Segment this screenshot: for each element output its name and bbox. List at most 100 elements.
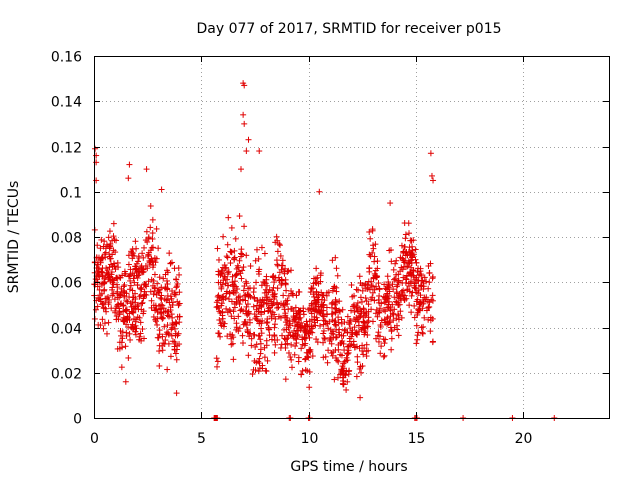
data-point <box>273 233 280 240</box>
data-point <box>235 268 242 275</box>
data-point <box>320 330 327 337</box>
data-point <box>156 342 163 349</box>
data-point <box>224 254 231 261</box>
data-point <box>344 313 351 320</box>
data-point <box>338 368 345 375</box>
data-point <box>263 342 270 349</box>
data-point <box>176 271 183 278</box>
data-point <box>319 310 326 317</box>
data-point <box>375 338 382 345</box>
data-point <box>274 336 281 343</box>
data-point <box>114 275 121 282</box>
data-point <box>279 332 286 339</box>
data-point <box>227 260 234 267</box>
data-point <box>244 311 251 318</box>
data-point <box>94 303 101 310</box>
data-point <box>424 298 431 305</box>
data-point <box>97 245 104 252</box>
data-point <box>102 245 109 252</box>
data-point <box>252 343 259 350</box>
data-point <box>151 271 158 278</box>
data-point <box>426 279 433 286</box>
data-point <box>388 346 395 353</box>
data-point <box>294 321 301 328</box>
data-point <box>164 277 171 284</box>
data-point <box>120 302 127 309</box>
data-point <box>250 331 257 338</box>
data-point <box>333 265 340 272</box>
data-point <box>358 369 365 376</box>
data-point <box>313 265 320 272</box>
data-point <box>281 326 288 333</box>
data-point <box>222 275 229 282</box>
data-point <box>134 274 141 281</box>
data-point <box>256 365 263 372</box>
data-point <box>405 230 412 237</box>
data-point <box>377 350 384 357</box>
data-point <box>321 336 328 343</box>
data-point <box>221 265 228 272</box>
data-point <box>393 257 400 264</box>
data-point <box>256 148 263 155</box>
data-point <box>277 344 284 351</box>
data-point <box>398 264 405 271</box>
y-axis-label: SRMTID / TECUs <box>6 181 22 294</box>
data-point <box>410 251 417 258</box>
data-point <box>323 304 330 311</box>
data-point <box>150 302 157 309</box>
data-point <box>155 245 162 252</box>
data-point <box>325 325 332 332</box>
data-point <box>241 223 248 230</box>
data-point <box>353 286 360 293</box>
data-point <box>159 302 166 309</box>
data-point <box>214 363 221 370</box>
data-point <box>397 268 404 275</box>
data-point <box>357 394 364 401</box>
data-point <box>231 247 238 254</box>
data-point <box>363 298 370 305</box>
data-point <box>252 367 259 374</box>
data-point <box>413 259 420 266</box>
data-point <box>390 286 397 293</box>
data-point <box>328 300 335 307</box>
data-point <box>118 364 125 371</box>
data-point <box>255 308 262 315</box>
data-point <box>159 333 166 340</box>
data-point <box>403 272 410 279</box>
data-point <box>332 254 339 261</box>
data-point <box>140 268 147 275</box>
data-point <box>402 235 409 242</box>
data-point <box>320 292 327 299</box>
data-point <box>138 264 145 271</box>
data-point <box>404 263 411 270</box>
data-point <box>143 166 150 173</box>
data-point <box>111 263 118 270</box>
data-point <box>369 294 376 301</box>
data-point <box>264 319 271 326</box>
data-point <box>126 286 133 293</box>
data-point <box>165 340 172 347</box>
data-point <box>99 316 106 323</box>
data-point <box>391 294 398 301</box>
data-point <box>372 267 379 274</box>
data-point <box>229 273 236 280</box>
data-point <box>390 266 397 273</box>
data-point <box>139 326 146 333</box>
data-point <box>291 351 298 358</box>
data-point <box>309 353 316 360</box>
data-point <box>164 329 171 336</box>
data-point <box>233 326 240 333</box>
data-point <box>318 296 325 303</box>
data-point <box>172 332 179 339</box>
data-point <box>363 341 370 348</box>
data-point <box>236 325 243 332</box>
data-point <box>344 350 351 357</box>
data-point <box>242 297 249 304</box>
data-point <box>310 291 317 298</box>
data-point <box>381 281 388 288</box>
data-point <box>225 214 232 221</box>
data-point <box>127 271 134 278</box>
data-point <box>419 330 426 337</box>
data-point <box>375 329 382 336</box>
data-point <box>166 250 173 257</box>
